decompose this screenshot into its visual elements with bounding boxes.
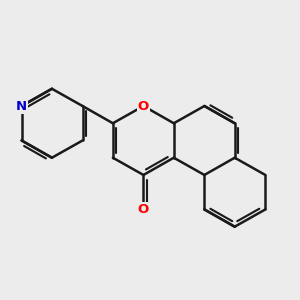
Text: O: O xyxy=(138,203,149,216)
Text: N: N xyxy=(16,100,27,112)
Text: O: O xyxy=(138,100,149,112)
